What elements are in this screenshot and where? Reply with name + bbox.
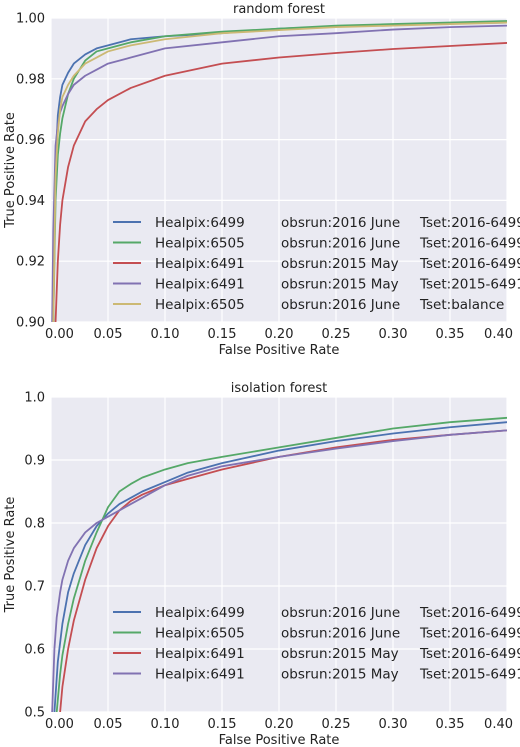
x-tick-label: 0.15 xyxy=(208,327,237,342)
y-tick-label: 0.94 xyxy=(16,194,45,209)
legend-label: Tset:2016-6499 xyxy=(419,236,520,252)
x-tick-label: 0.30 xyxy=(379,327,408,342)
y-axis-label: True Positive Rate xyxy=(3,497,18,614)
x-tick-label: 0.30 xyxy=(379,717,408,732)
series-line-5 xyxy=(52,21,507,322)
x-tick-label: 0.10 xyxy=(151,327,180,342)
x-tick-label: 0.25 xyxy=(322,327,351,342)
y-tick-label: 0.90 xyxy=(16,316,45,331)
y-tick-label: 0.9 xyxy=(24,454,45,469)
chart-title: isolation forest xyxy=(231,381,327,396)
x-axis-label: False Positive Rate xyxy=(219,733,340,747)
legend-label: obsrun:2015 May xyxy=(281,667,399,683)
series-line-2 xyxy=(55,416,507,712)
y-tick-label: 0.5 xyxy=(24,706,45,721)
y-tick-label: 0.7 xyxy=(24,580,45,595)
x-tick-label: 0.05 xyxy=(94,717,123,732)
y-tick-label: 1.0 xyxy=(24,391,45,406)
legend-label: Tset:2016-6499 xyxy=(419,215,520,231)
legend-label: Tset:2016-6499 xyxy=(419,605,520,621)
legend-label: obsrun:2015 May xyxy=(281,277,399,293)
chart-title: random forest xyxy=(233,2,325,17)
series-line-2 xyxy=(52,20,507,322)
y-tick-label: 0.8 xyxy=(24,517,45,532)
legend-label: Tset:2015-6491 xyxy=(419,277,520,293)
legend-label: Healpix:6505 xyxy=(155,297,245,313)
legend-label: obsrun:2015 May xyxy=(281,256,399,272)
x-tick-label: 0.25 xyxy=(322,717,351,732)
x-tick-label: 0.05 xyxy=(94,327,123,342)
x-tick-label: 0.40 xyxy=(484,327,513,342)
x-tick-label: 0.40 xyxy=(484,717,513,732)
legend-label: Healpix:6505 xyxy=(155,626,245,642)
series-group xyxy=(51,20,507,322)
legend-label: Healpix:6491 xyxy=(155,667,245,683)
x-tick-label: 0.15 xyxy=(208,717,237,732)
y-tick-label: 0.98 xyxy=(16,72,45,87)
y-tick-label: 0.96 xyxy=(16,133,45,148)
x-tick-label: 0.35 xyxy=(436,327,465,342)
legend-label: Tset:2016-6499 xyxy=(419,646,520,662)
y-tick-label: 1.00 xyxy=(16,12,45,27)
legend-label: Tset:2016-6499 xyxy=(419,256,520,272)
legend-label: obsrun:2016 June xyxy=(281,236,400,252)
x-tick-label: 0.00 xyxy=(45,327,74,342)
series-line-3 xyxy=(54,42,507,322)
series-group xyxy=(51,416,507,712)
legend-label: Healpix:6491 xyxy=(155,256,245,272)
chart-2: 0.00 0.05 0.10 0.15 0.20 0.25 0.30 0.35 0.40 0.5 0… xyxy=(3,381,520,747)
series-line-4 xyxy=(51,429,507,712)
chart-1: 0.00 0.05 0.10 0.15 0.20 0.25 0.30 0.35 0.40 0.90… xyxy=(3,2,520,358)
x-tick-label: 0.20 xyxy=(265,717,294,732)
x-tick-label: 0.35 xyxy=(436,717,465,732)
x-tick-label: 0.20 xyxy=(265,327,294,342)
x-axis-label: False Positive Rate xyxy=(219,343,340,358)
y-tick-label: 0.6 xyxy=(24,643,45,658)
legend-label: Tset:2016-6499 xyxy=(419,626,520,642)
legend-label: obsrun:2016 June xyxy=(281,626,400,642)
y-axis-label: True Positive Rate xyxy=(3,112,18,229)
legend-label: Healpix:6491 xyxy=(155,277,245,293)
x-tick-label: 0.00 xyxy=(45,717,74,732)
legend-label: Tset:2015-6491 xyxy=(419,667,520,683)
x-tick-label: 0.10 xyxy=(151,717,180,732)
legend-label: obsrun:2016 June xyxy=(281,297,400,313)
legend-label: obsrun:2015 May xyxy=(281,646,399,662)
legend-label: Healpix:6491 xyxy=(155,646,245,662)
legend: Healpix:6499 obsrun:2016 June Tset:2016-64… xyxy=(113,215,520,313)
legend-label: obsrun:2016 June xyxy=(281,215,400,231)
legend: Healpix:6499 obsrun:2016 June Tset:2016-64… xyxy=(113,605,520,683)
legend-label: Tset:balance xyxy=(419,297,504,313)
series-line-3 xyxy=(59,429,507,712)
legend-label: Healpix:6499 xyxy=(155,215,245,231)
y-tick-label: 0.92 xyxy=(16,255,45,270)
legend-label: obsrun:2016 June xyxy=(281,605,400,621)
legend-label: Healpix:6505 xyxy=(155,236,245,252)
legend-label: Healpix:6499 xyxy=(155,605,245,621)
series-line-1 xyxy=(53,421,507,712)
